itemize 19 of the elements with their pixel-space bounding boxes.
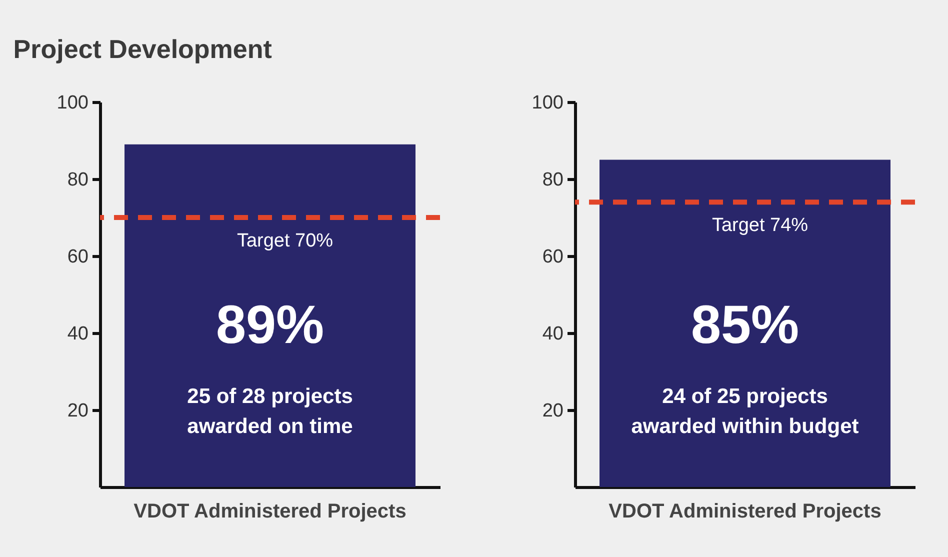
y-tick-label: 80 — [542, 170, 564, 190]
y-tick-label: 100 — [56, 92, 88, 114]
y-tick-label: 80 — [67, 170, 88, 190]
x-tick-label: VDOT Administered Projects — [134, 500, 406, 522]
y-tick-label: 40 — [542, 324, 564, 344]
y-tick-label: 60 — [542, 246, 564, 268]
y-tick-label: 100 — [532, 92, 564, 114]
y-tick-label: 20 — [67, 400, 88, 422]
ref-line-label: Target 74% — [712, 215, 808, 236]
ref-line-label: Target 70% — [236, 230, 334, 252]
y-tick-label: 60 — [67, 246, 88, 268]
annotation: 25 of 28 projects awarded on time — [187, 385, 353, 438]
chart-title: Project Development — [13, 34, 272, 64]
y-tick-label: 40 — [67, 324, 88, 344]
data-label: 89% — [216, 295, 324, 355]
y-tick-label: 20 — [542, 400, 564, 422]
annotation: 24 of 25 projects awarded within budget — [631, 385, 859, 438]
data-label: 85% — [690, 295, 800, 355]
x-tick-label: VDOT Administered Projects — [608, 500, 882, 522]
